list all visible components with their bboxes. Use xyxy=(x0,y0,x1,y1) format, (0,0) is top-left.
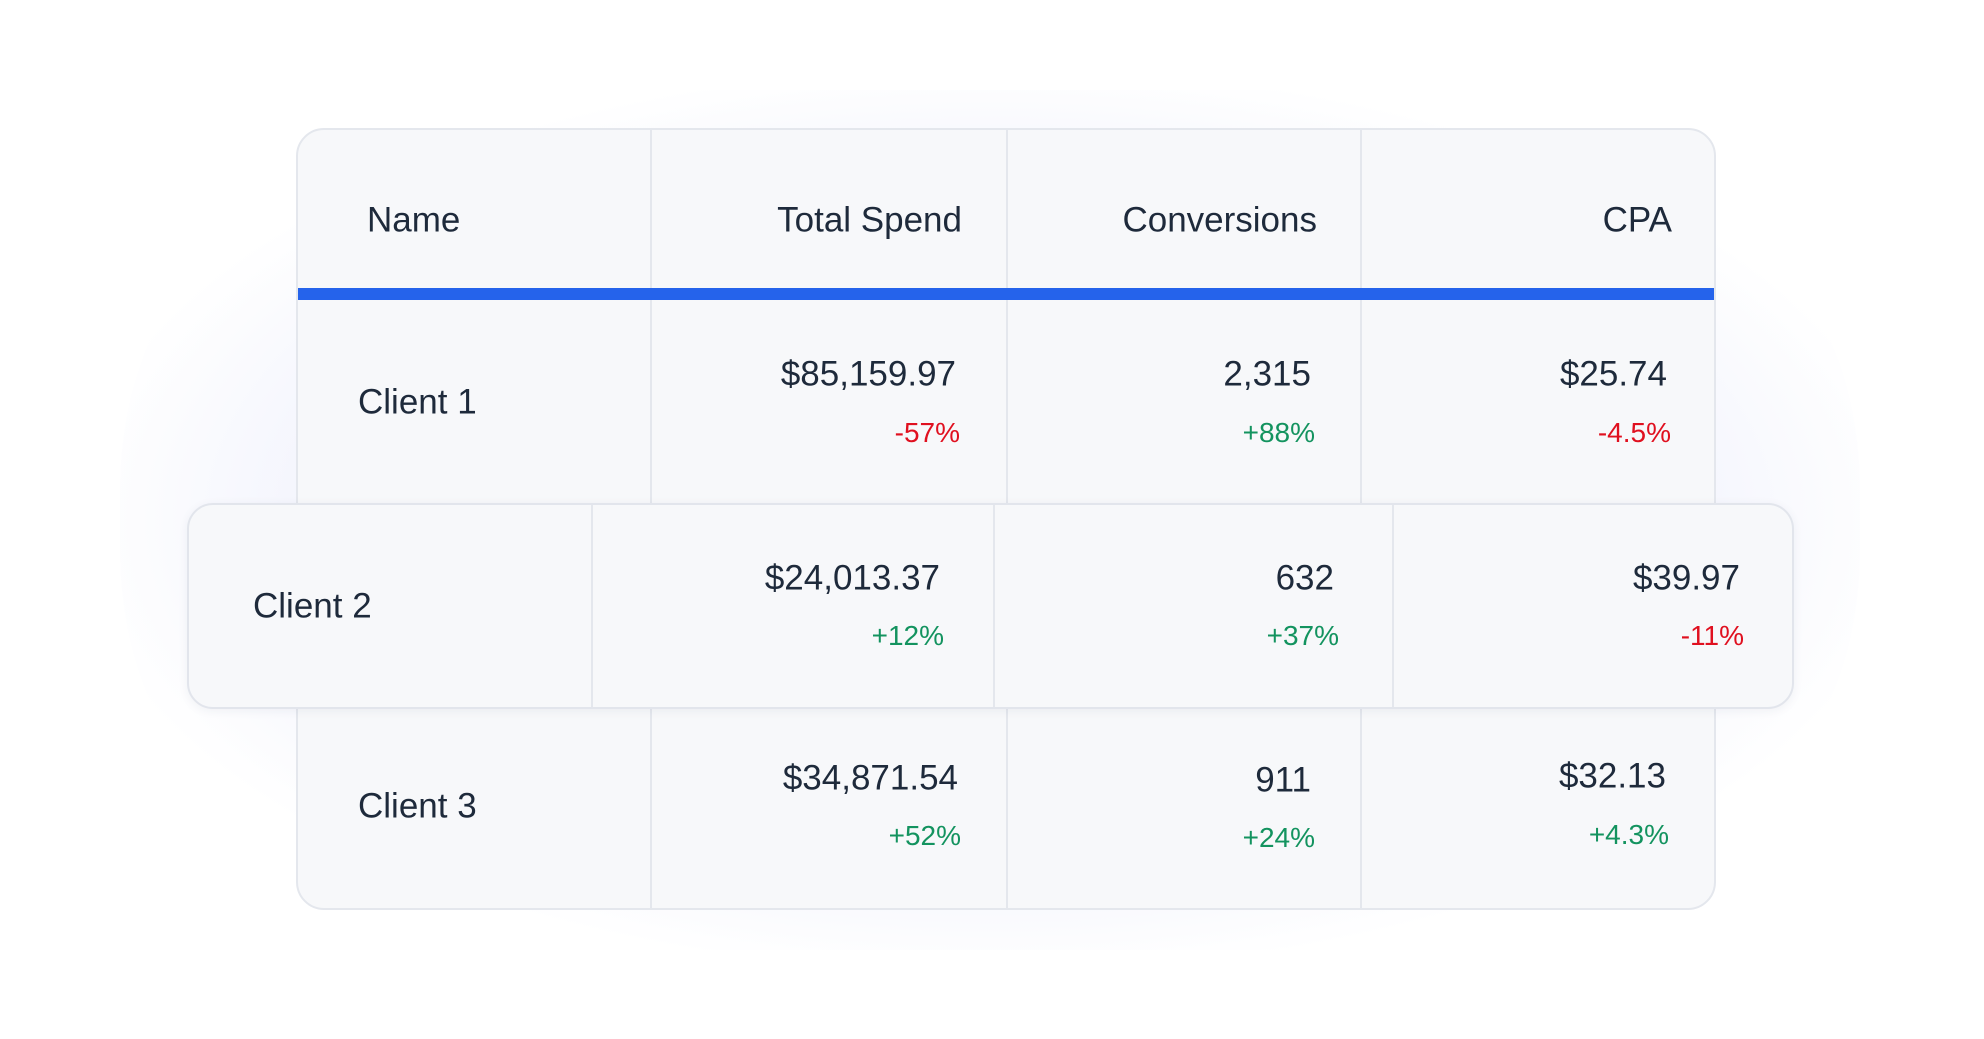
client-name: Client 3 xyxy=(358,786,477,826)
client-name: Client 2 xyxy=(253,586,372,626)
table-row-highlighted[interactable] xyxy=(187,503,1794,709)
total-spend: $85,159.97 xyxy=(780,354,956,394)
total-spend: $34,871.54 xyxy=(782,758,958,798)
header-conversions[interactable]: Conversions xyxy=(1122,200,1317,240)
cpa: $25.74 xyxy=(1559,354,1667,394)
conversions: 911 xyxy=(1255,760,1311,800)
header-total-spend[interactable]: Total Spend xyxy=(777,200,962,240)
column-divider xyxy=(591,505,593,707)
conversions: 2,315 xyxy=(1223,354,1311,394)
header-name[interactable]: Name xyxy=(367,200,461,240)
cpa-change: +4.3% xyxy=(1588,819,1669,850)
conversions: 632 xyxy=(1275,558,1334,598)
conversions-change: +88% xyxy=(1242,417,1315,448)
cpa-change: -4.5% xyxy=(1597,417,1671,448)
cpa: $32.13 xyxy=(1558,756,1666,796)
client-name: Client 1 xyxy=(358,382,477,422)
column-divider xyxy=(993,505,995,707)
header-cpa[interactable]: CPA xyxy=(1602,200,1672,240)
conversions-change: +37% xyxy=(1266,620,1339,651)
total-spend: $24,013.37 xyxy=(764,558,940,598)
cpa: $39.97 xyxy=(1632,558,1740,598)
spend-change: +52% xyxy=(888,820,961,851)
spend-change: +12% xyxy=(871,620,944,651)
spend-change: -57% xyxy=(894,417,960,448)
conversions-change: +24% xyxy=(1242,822,1315,853)
cpa-change: -11% xyxy=(1680,620,1744,651)
column-divider xyxy=(1392,505,1394,707)
header-underline xyxy=(298,288,1714,300)
